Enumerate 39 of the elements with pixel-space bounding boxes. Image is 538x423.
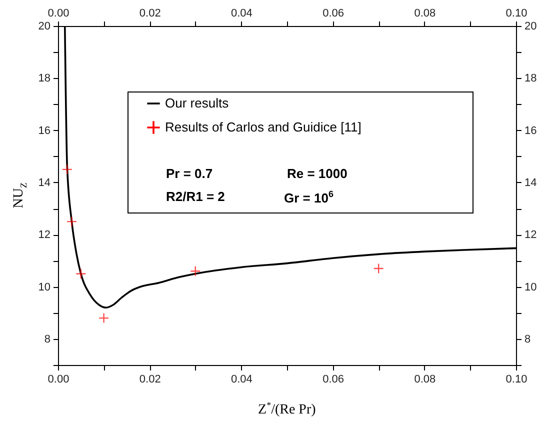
x2-tick-label: 0.06 (322, 374, 344, 386)
legend-label: Our results (165, 96, 230, 110)
point (76, 268, 86, 280)
x2-tick-label: 0.08 (414, 374, 436, 386)
x-tick-label: 0.04 (230, 8, 252, 20)
y-tick-label: 14 (38, 176, 50, 189)
x-tick-label: 0.06 (322, 8, 344, 20)
point (66, 216, 78, 227)
point (190, 266, 201, 276)
y2-tick-label: 16 (524, 124, 537, 137)
y2-tick-label: 8 (524, 333, 531, 346)
legend-label: Results of Carlos and Guidice [11] (165, 120, 362, 134)
point (373, 263, 384, 274)
x-axis-title: Z$^{*}$/(Re Pr) (258, 400, 316, 419)
y-tick-label: 18 (38, 72, 50, 85)
annotation: Gr = 10$^{6}$ (284, 189, 334, 206)
y-tick-label: 12 (38, 229, 50, 242)
point (98, 312, 110, 324)
y-tick-label: 10 (38, 281, 50, 294)
point (62, 164, 73, 175)
y2-tick-label: 12 (524, 229, 537, 242)
y2-tick-label: 18 (524, 72, 537, 85)
y-tick-label: 8 (44, 333, 50, 346)
annotation: R2/R1 = 2 (166, 189, 225, 204)
x2-tick-label: 0.00 (48, 374, 70, 386)
annotation: Pr = 0.7 (166, 166, 213, 181)
x2-tick-label: 0.02 (139, 374, 161, 386)
y2-tick-label: 20 (524, 20, 537, 32)
x-tick-label: 0.02 (139, 8, 161, 20)
y2-tick-label: 10 (524, 281, 537, 294)
x-tick-label: 0.10 (506, 8, 528, 20)
annotation: Re = 1000 (287, 166, 348, 181)
x2-tick-label: 0.04 (230, 374, 252, 386)
y-tick-label: 16 (38, 124, 50, 137)
y2-tick-label: 14 (524, 176, 537, 189)
y-tick-label: 20 (38, 20, 50, 32)
x-tick-label: 0.08 (414, 8, 436, 20)
x-tick-label: 0.00 (48, 8, 70, 20)
x2-tick-label: 0.10 (506, 374, 528, 386)
